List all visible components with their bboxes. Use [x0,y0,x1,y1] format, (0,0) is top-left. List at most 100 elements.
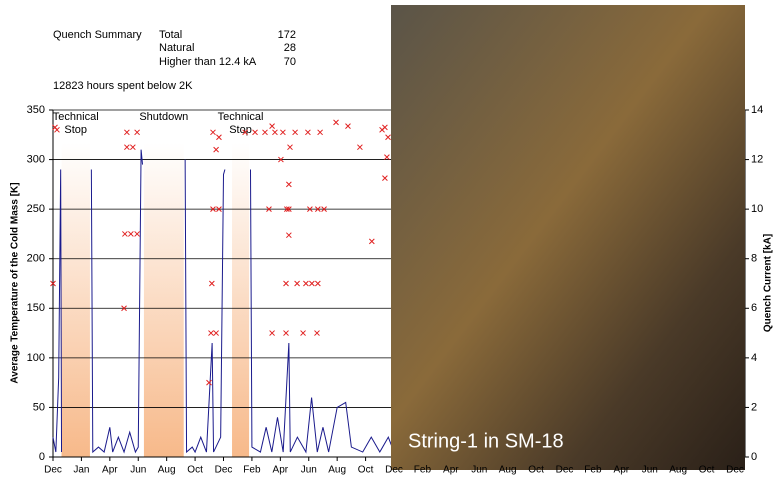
y2-tick-label: 0 [751,451,757,463]
x-tick-label: Aug [669,465,687,476]
quench-point [54,127,59,132]
x-tick-label: Jun [471,465,487,476]
quench-point [295,281,300,286]
y-tick-label: 300 [27,153,45,165]
summary-label: Total [159,29,182,41]
summary-label: Higher than 12.4 kA [159,56,257,68]
chart: Quench Summary Total 172 Natural 28 High… [0,0,775,482]
quench-point [286,233,291,238]
summary-value: 28 [284,42,296,54]
annotation: Shutdown [139,111,188,123]
quench-point [315,281,320,286]
x-tick-label: Oct [358,465,374,476]
photo [391,5,745,470]
annotation: Stop [64,124,87,136]
y2-tick-label: 6 [751,302,757,314]
quench-point [382,125,387,130]
quench-point [303,281,308,286]
quench-point [216,135,221,140]
annotation: Technical [218,111,264,123]
temperature-line [53,150,394,452]
x-tick-label: Apr [614,465,630,476]
photo-caption: String-1 in SM-18 [408,430,564,452]
y-axis-label: Average Temperature of the Cold Mass [K] [10,182,21,383]
x-tick-label: Oct [528,465,544,476]
summary-value: 70 [284,56,296,68]
x-tick-label: Jan [73,465,89,476]
quench-point [207,380,212,385]
quench-point [214,331,219,336]
quench-point [357,145,362,150]
quench-point [280,130,285,135]
quench-point [301,331,306,336]
x-tick-label: Feb [243,465,261,476]
quench-point [318,130,323,135]
quench-point [293,130,298,135]
shaded-period [62,143,90,457]
y2-tick-label: 2 [751,401,757,413]
quench-point [287,145,292,150]
y2-axis-label: Quench Current [kA] [763,234,774,332]
x-tick-label: Oct [187,465,203,476]
quench-point [270,331,275,336]
quench-point [369,239,374,244]
y-tick-label: 150 [27,302,45,314]
y-tick-label: 100 [27,352,45,364]
y-tick-label: 350 [27,104,45,116]
x-tick-label: Feb [414,465,432,476]
summary-note: 12823 hours spent below 2K [53,80,193,92]
shaded-period [144,143,184,457]
quench-point [382,176,387,181]
quench-point [272,130,277,135]
y-tick-label: 50 [33,401,45,413]
x-tick-label: Aug [499,465,517,476]
quench-point [209,281,214,286]
x-tick-label: Apr [273,465,289,476]
x-tick-label: Apr [102,465,118,476]
y2-tick-label: 12 [751,153,763,165]
shaded-period [232,143,249,457]
quench-point [334,120,339,125]
y2-tick-label: 4 [751,352,757,364]
x-tick-label: Jun [130,465,146,476]
x-tick-label: Dec [726,465,744,476]
quench-point [253,130,258,135]
x-tick-label: Dec [385,465,403,476]
quench-point [262,130,267,135]
x-tick-label: Aug [328,465,346,476]
quench-point [135,231,140,236]
y-tick-label: 250 [27,203,45,215]
x-tick-label: Dec [556,465,574,476]
y2-tick-label: 14 [751,104,763,116]
x-tick-label: Jun [301,465,317,476]
x-tick-label: Dec [44,465,62,476]
x-tick-label: Aug [158,465,176,476]
quench-point [135,130,140,135]
quench-point [214,147,219,152]
quench-point [122,231,127,236]
quench-point [270,124,275,129]
y-tick-label: 0 [39,451,45,463]
x-tick-label: Feb [584,465,602,476]
quench-point [124,130,129,135]
quench-point [384,155,389,160]
annotation: Technical [53,111,99,123]
summary: Quench Summary Total 172 Natural 28 High… [53,29,296,92]
y2-tick-label: 8 [751,253,757,265]
summary-value: 172 [278,29,296,41]
summary-label: Natural [159,42,194,54]
x-tick-label: Apr [443,465,459,476]
annotation: Stop [229,124,252,136]
quench-point [305,130,310,135]
quench-point [286,182,291,187]
x-tick-label: Dec [215,465,233,476]
quench-point [314,331,319,336]
quench-point [208,331,213,336]
summary-title: Quench Summary [53,29,142,41]
quench-point [124,145,129,150]
quench-point [345,124,350,129]
quench-point [309,281,314,286]
quench-point [284,281,289,286]
quench-point [130,145,135,150]
quench-point [128,231,133,236]
